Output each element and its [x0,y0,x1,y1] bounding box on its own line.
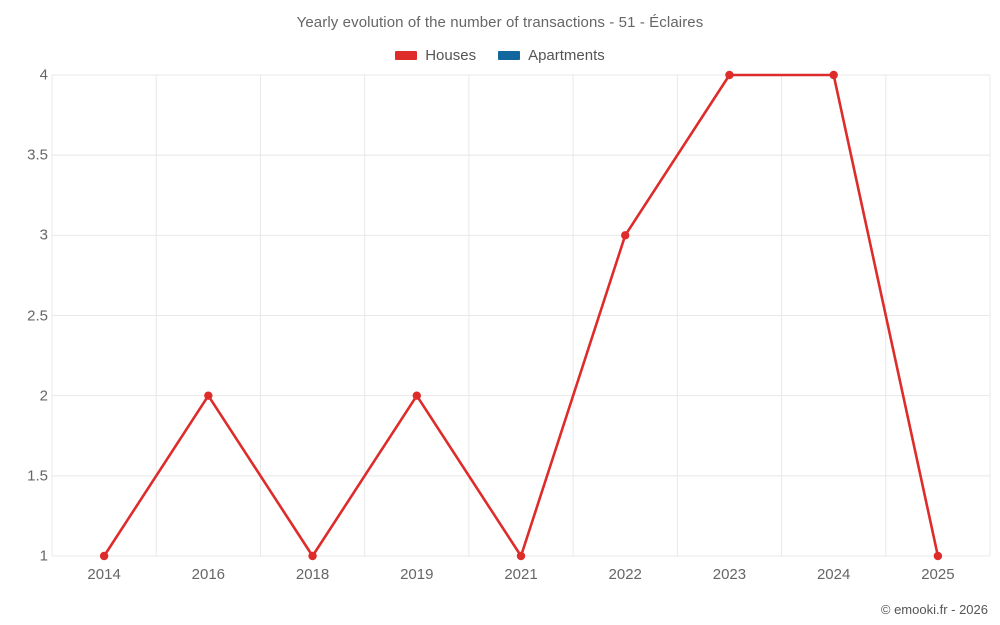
y-axis-tick-label: 2 [39,387,48,405]
legend-swatch-houses [395,50,418,60]
data-point-houses-2014 [99,551,109,561]
y-axis-tick-label: 3.5 [27,146,48,164]
x-axis-tick-label-2019: 2019 [400,566,434,583]
y-axis-tick-label: 1.5 [27,467,48,485]
x-axis-tick-label-2014: 2014 [87,566,121,583]
x-axis-tick-label-2022: 2022 [608,566,642,583]
x-axis-tick-label-2021: 2021 [504,566,538,583]
x-axis-tick-label-2024: 2024 [816,566,851,583]
chart-title: Yearly evolution of the number of transa… [296,14,704,31]
data-point-houses-2018 [308,551,317,561]
legend-item-apartments[interactable]: Apartments [498,47,605,64]
x-axis-tick-label-2016: 2016 [191,566,226,583]
data-point-houses-2025 [933,551,943,561]
y-axis-ticks: 1 1.5 2 2.5 3 3.5 4 [0,0,48,625]
data-point-houses-2016 [204,391,213,400]
chart-legend: Houses Apartments [0,44,1000,66]
legend-item-houses[interactable]: Houses [395,47,476,64]
x-axis-tick-label-2025: 2025 [921,566,955,583]
data-point-houses-2024 [829,70,838,80]
y-axis-tick-label: 2.5 [27,307,48,324]
legend-label-apartments: Apartments [528,46,605,64]
data-point-houses-2022 [621,231,630,240]
x-axis-tick-label-2023: 2023 [712,566,747,583]
data-point-houses-2023 [725,70,734,80]
x-axis-tick-label-2018: 2018 [295,566,330,583]
y-axis-tick-label: 1 [39,547,48,565]
legend-swatch-apartments [498,50,521,60]
legend-label-houses: Houses [425,46,477,64]
y-axis-tick-label: 3 [39,226,48,244]
footer-credit: © emooki.fr - 2026 [880,602,988,617]
y-axis-tick-label: 4 [39,66,48,84]
data-point-houses-2019 [412,391,421,400]
data-point-houses-2021 [516,551,526,561]
